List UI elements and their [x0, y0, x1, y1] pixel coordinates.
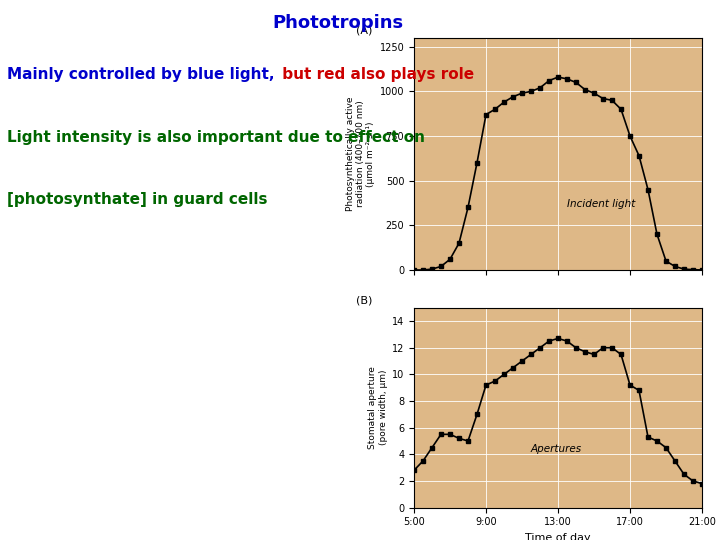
Y-axis label: Stomatal aperture
(pore width, μm): Stomatal aperture (pore width, μm): [369, 366, 388, 449]
X-axis label: Time of day: Time of day: [525, 533, 591, 540]
Text: Light intensity is also important due to effect on: Light intensity is also important due to…: [7, 130, 426, 145]
Text: [photosynthate] in guard cells: [photosynthate] in guard cells: [7, 192, 268, 207]
Text: (A): (A): [356, 25, 373, 35]
Text: Phototropins: Phototropins: [273, 14, 404, 31]
Text: but red also plays role: but red also plays role: [277, 68, 474, 83]
Text: Apertures: Apertures: [531, 444, 582, 454]
Y-axis label: Photosynthetically active
radiation (400–700 nm)
(μmol m⁻² s⁻¹): Photosynthetically active radiation (400…: [346, 97, 375, 211]
Text: Mainly controlled by blue light,: Mainly controlled by blue light,: [7, 68, 275, 83]
Text: Incident light: Incident light: [567, 199, 635, 210]
Text: (B): (B): [356, 295, 373, 305]
